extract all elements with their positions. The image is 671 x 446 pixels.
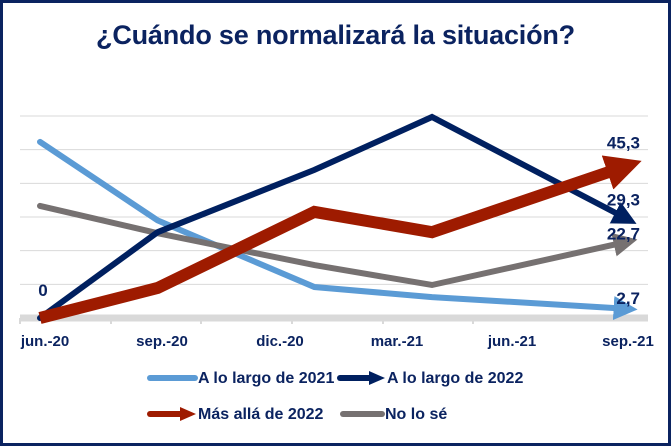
end-value-label: 2,7 <box>616 289 640 308</box>
chart-title: ¿Cuándo se normalizará la situación? <box>96 20 575 50</box>
legend-item: Más allá de 2022 <box>147 406 324 423</box>
legend-label: Más allá de 2022 <box>198 406 324 423</box>
end-value-label: 29,3 <box>607 190 640 209</box>
legend-item: A lo largo de 2021 <box>147 370 334 387</box>
x-tick-label: mar.-21 <box>371 333 424 350</box>
series-line-1 <box>37 113 637 321</box>
series-line-3 <box>37 202 638 289</box>
data-labels: 2,7 29,3 0 45,3 22,7 <box>38 133 640 307</box>
legend-arrow-icon <box>369 371 385 385</box>
x-tick-label: sep.-20 <box>136 333 188 350</box>
x-tick-label: dic.-20 <box>256 333 304 350</box>
end-value-label: 22,7 <box>607 225 640 244</box>
series-group <box>37 113 642 324</box>
x-axis: jun.-20 sep.-20 dic.-20 mar.-21 jun.-21 sep.-… <box>19 314 654 350</box>
series-line-0 <box>37 138 638 321</box>
series-line-2 <box>38 155 642 324</box>
legend-label: A lo largo de 2021 <box>198 370 334 387</box>
x-tick-label: sep.-21 <box>602 333 654 350</box>
start-value-label: 0 <box>38 281 47 300</box>
x-tick-label: jun.-21 <box>487 333 536 350</box>
legend-label: No lo sé <box>385 406 447 423</box>
x-tick-label: jun.-20 <box>20 333 69 350</box>
legend-item: No lo sé <box>340 406 447 423</box>
legend-arrow-icon <box>180 407 196 421</box>
legend-label: A lo largo de 2022 <box>387 370 523 387</box>
legend: A lo largo de 2021 A lo largo de 2022 Más … <box>147 370 523 423</box>
legend-item: A lo largo de 2022 <box>337 370 523 387</box>
end-value-label: 45,3 <box>607 133 640 152</box>
